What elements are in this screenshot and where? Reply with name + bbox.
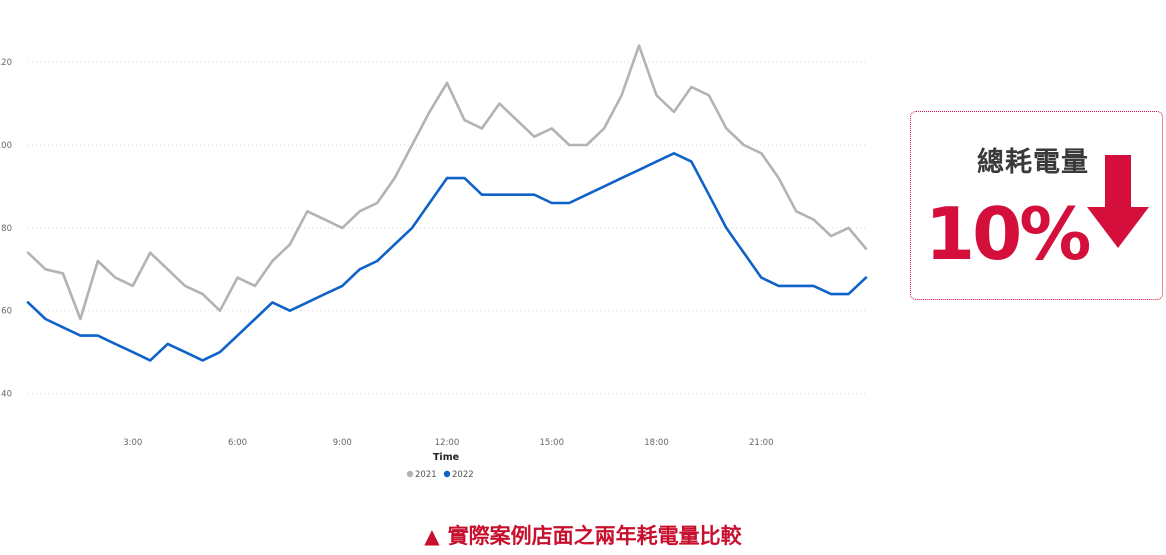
kpi-card: 總耗電量 10% [910, 111, 1163, 300]
legend-swatch [443, 470, 451, 478]
y-tick-label: 60 [1, 307, 12, 317]
down-arrow-icon [1087, 155, 1149, 248]
x-tick-label: 12:00 [435, 438, 460, 448]
series-lines [26, 44, 868, 362]
x-tick-label: 18:00 [644, 438, 669, 448]
y-axis: 40 60 80 100 120 [0, 58, 12, 399]
energy-line-chart: 40 60 80 100 120 3:00 6:00 9:00 12:00 15:00 18:00… [0, 44, 868, 480]
kpi-value: 10% [925, 192, 1091, 276]
x-axis: 3:00 6:00 9:00 12:00 15:00 18:00 21:00 [123, 438, 773, 448]
kpi-label: 總耗電量 [977, 147, 1089, 178]
series-line-2022 [26, 152, 868, 362]
chart-caption: ▲ 實際案例店面之兩年耗電量比較 [0, 520, 1166, 550]
grid-lines [28, 61, 866, 395]
y-tick-label: 80 [1, 224, 12, 234]
x-tick-label: 6:00 [228, 438, 247, 448]
y-tick-label: 100 [0, 141, 12, 151]
x-tick-label: 15:00 [540, 438, 565, 448]
x-tick-label: 3:00 [123, 438, 142, 448]
series-line-2021 [26, 44, 868, 321]
x-tick-label: 21:00 [749, 438, 774, 448]
y-tick-label: 120 [0, 58, 12, 68]
y-tick-label: 40 [1, 390, 12, 400]
legend-label: 2022 [452, 470, 474, 480]
triangle-icon: ▲ [424, 524, 440, 548]
legend-label: 2021 [415, 470, 437, 480]
legend: 2021 2022 [406, 470, 474, 480]
caption-text: 實際案例店面之兩年耗電量比較 [447, 524, 742, 548]
x-tick-label: 9:00 [333, 438, 352, 448]
x-axis-title: Time [433, 452, 459, 463]
legend-swatch [406, 470, 414, 478]
